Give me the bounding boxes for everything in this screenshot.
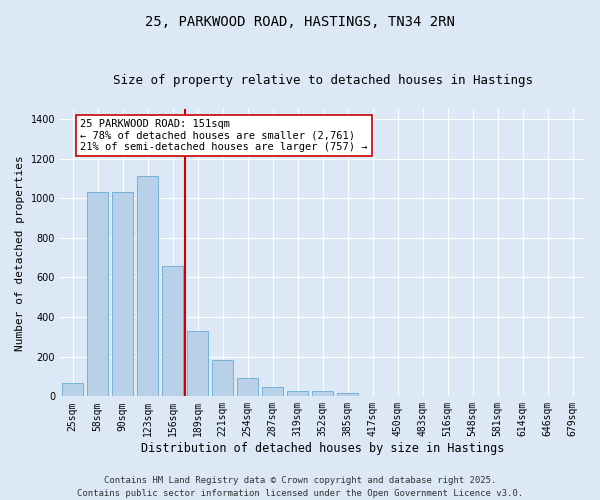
Bar xyxy=(137,176,158,396)
Bar xyxy=(237,378,258,396)
Title: Size of property relative to detached houses in Hastings: Size of property relative to detached ho… xyxy=(113,74,533,87)
Bar xyxy=(262,387,283,396)
Bar xyxy=(112,192,133,396)
X-axis label: Distribution of detached houses by size in Hastings: Distribution of detached houses by size … xyxy=(141,442,504,455)
Bar xyxy=(162,266,183,396)
Bar xyxy=(312,392,333,396)
Bar xyxy=(337,394,358,396)
Text: 25, PARKWOOD ROAD, HASTINGS, TN34 2RN: 25, PARKWOOD ROAD, HASTINGS, TN34 2RN xyxy=(145,15,455,29)
Y-axis label: Number of detached properties: Number of detached properties xyxy=(15,155,25,350)
Bar xyxy=(287,391,308,396)
Text: Contains HM Land Registry data © Crown copyright and database right 2025.
Contai: Contains HM Land Registry data © Crown c… xyxy=(77,476,523,498)
Bar xyxy=(187,331,208,396)
Text: 25 PARKWOOD ROAD: 151sqm
← 78% of detached houses are smaller (2,761)
21% of sem: 25 PARKWOOD ROAD: 151sqm ← 78% of detach… xyxy=(80,119,368,152)
Bar xyxy=(212,360,233,397)
Bar xyxy=(62,384,83,396)
Bar xyxy=(87,192,108,396)
